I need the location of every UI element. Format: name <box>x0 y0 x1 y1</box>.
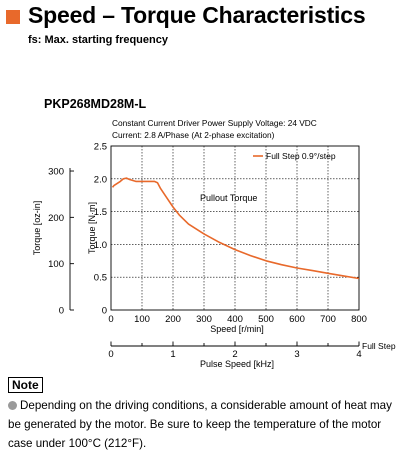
y-axis-label: Torque [N·m] <box>87 202 97 254</box>
y2-axis-label: Torque [oz-in] <box>32 201 42 256</box>
pulse-tick-label: 3 <box>294 349 299 360</box>
test-conditions: Constant Current Driver Power Supply Vol… <box>112 117 317 141</box>
legend-label: Full Step 0.9°/step <box>266 151 336 161</box>
conditions-line-1: Constant Current Driver Power Supply Vol… <box>112 118 317 128</box>
page-subtitle: fs: Max. starting frequency <box>28 34 168 46</box>
x-tick-label: 500 <box>258 314 274 325</box>
y-tick-label: 2.5 <box>94 142 107 153</box>
x-tick-label: 400 <box>227 314 243 325</box>
x-tick-label: 200 <box>165 314 181 325</box>
note-body: Depending on the driving conditions, a c… <box>8 399 392 450</box>
x-axis-label: Speed [r/min] <box>210 324 264 334</box>
pulse-tick-label: 0 <box>108 349 113 360</box>
title-marker <box>6 10 20 24</box>
pulse-tick-label: 4 <box>356 349 361 360</box>
x-tick-label: 700 <box>320 314 336 325</box>
x-tick-label: 800 <box>351 314 367 325</box>
header: Speed – Torque Characteristics <box>6 2 406 36</box>
y-tick-label: 0.5 <box>94 273 107 284</box>
series-line-full-step <box>111 177 360 280</box>
bullet-icon <box>8 401 17 410</box>
page-title: Speed – Torque Characteristics <box>28 2 366 28</box>
x-tick-label: 0 <box>108 314 113 325</box>
y2-tick-label: 0 <box>59 306 64 317</box>
pulse-tick-label: 1 <box>170 349 175 360</box>
note-text: Depending on the driving conditions, a c… <box>8 396 404 453</box>
x-tick-label: 100 <box>134 314 150 325</box>
plot-frame <box>110 145 360 311</box>
model-name: PKP268MD28M-L <box>44 97 147 111</box>
pullout-torque-annotation: Pullout Torque <box>200 193 257 203</box>
x-tick-label: 300 <box>196 314 212 325</box>
pulse-axis-label: Pulse Speed [kHz] <box>200 359 274 369</box>
y2-tick-label: 100 <box>48 259 64 270</box>
y-tick-label: 0 <box>102 306 107 317</box>
pulse-axis-end-label: Full Step <box>362 341 396 351</box>
pulse-tick-label: 2 <box>232 349 237 360</box>
note-label: Note <box>8 377 43 393</box>
x-tick-label: 600 <box>289 314 305 325</box>
y2-tick-label: 300 <box>48 167 64 178</box>
conditions-line-2: Current: 2.8 A/Phase (At 2-phase excitat… <box>112 130 275 140</box>
y-tick-label: 1.0 <box>94 240 107 251</box>
y2-tick-label: 200 <box>48 213 64 224</box>
y-tick-label: 2.0 <box>94 174 107 185</box>
y-tick-label: 1.5 <box>94 207 107 218</box>
